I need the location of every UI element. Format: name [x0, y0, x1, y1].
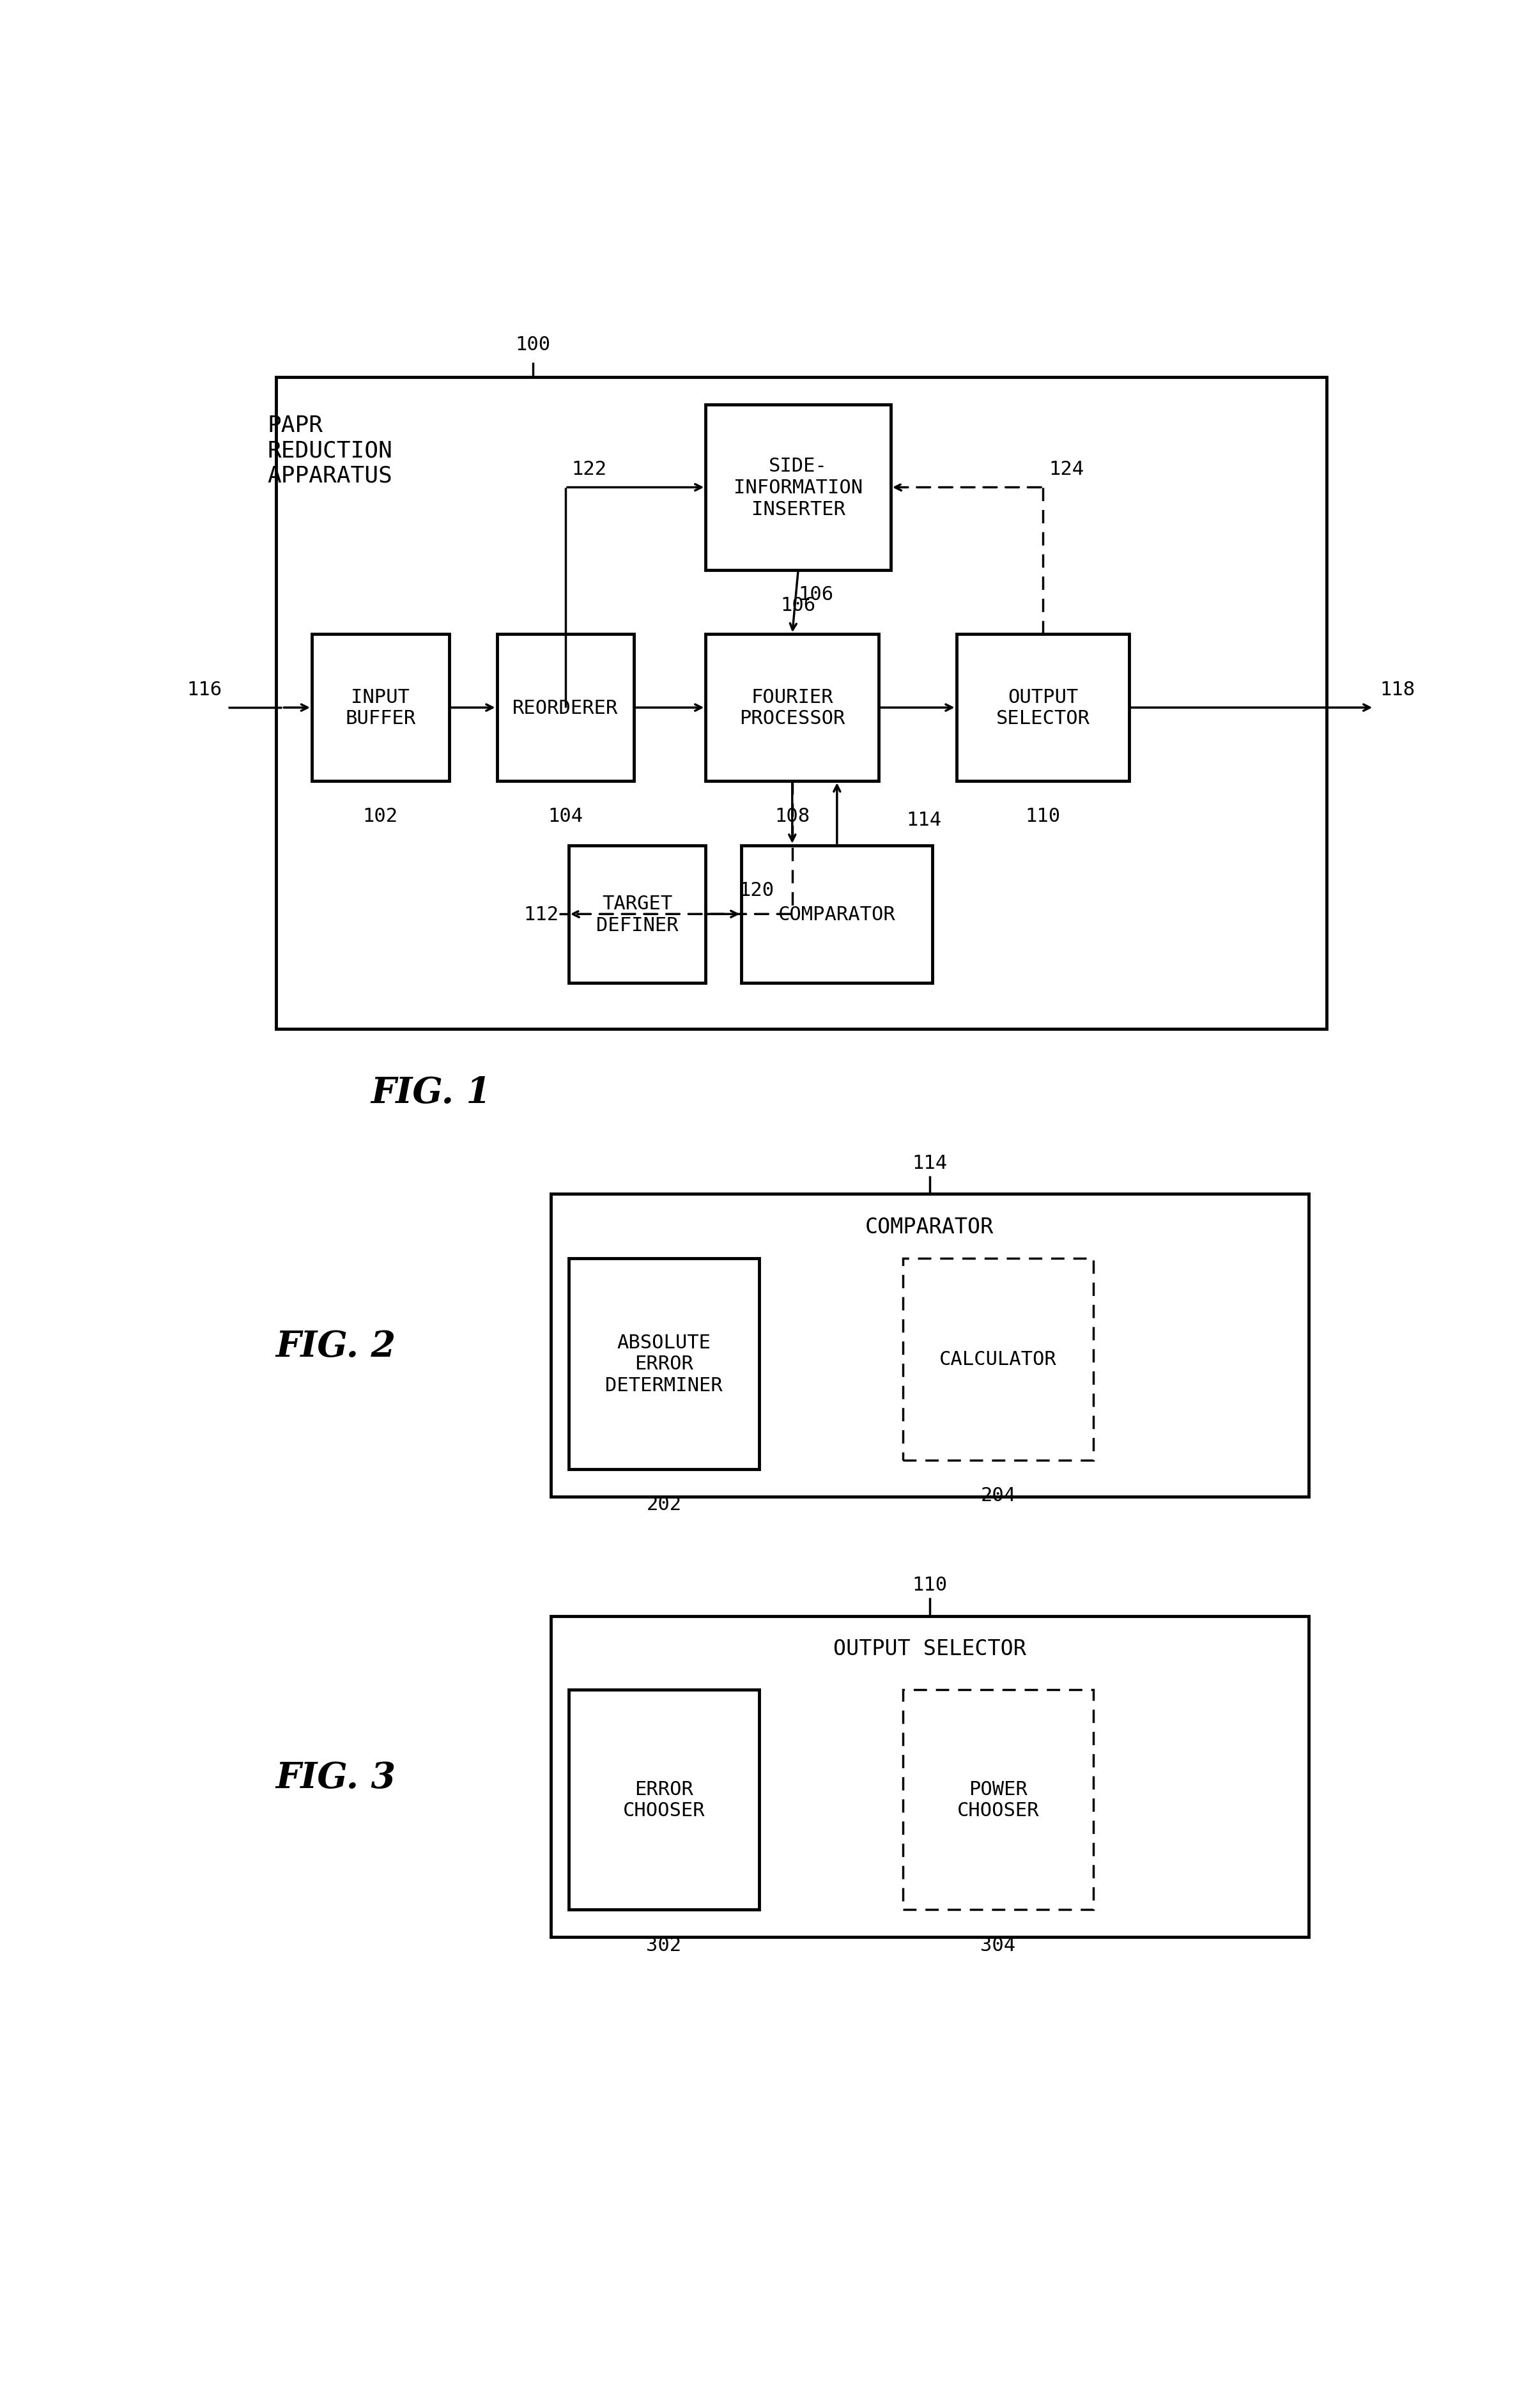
Text: ERROR
CHOOSER: ERROR CHOOSER — [622, 1780, 705, 1821]
Text: 112: 112 — [524, 906, 559, 925]
Text: 110: 110 — [1026, 808, 1061, 825]
Text: 202: 202 — [647, 1494, 682, 1513]
Text: COMPARATOR: COMPARATOR — [865, 1215, 993, 1237]
Bar — [705, 634, 879, 782]
Text: CALCULATOR: CALCULATOR — [939, 1351, 1056, 1368]
Text: 110: 110 — [912, 1575, 947, 1594]
Text: 102: 102 — [363, 808, 397, 825]
Text: 118: 118 — [1380, 679, 1415, 698]
Text: 104: 104 — [548, 808, 584, 825]
Text: ABSOLUTE
ERROR
DETERMINER: ABSOLUTE ERROR DETERMINER — [605, 1332, 722, 1394]
Text: TARGET
DEFINER: TARGET DEFINER — [596, 894, 678, 934]
Bar — [902, 1690, 1093, 1909]
Text: 114: 114 — [912, 1153, 947, 1172]
Text: FIG. 2: FIG. 2 — [276, 1330, 396, 1363]
Bar — [568, 846, 705, 984]
Text: SIDE-
INFORMATION
INSERTER: SIDE- INFORMATION INSERTER — [733, 458, 862, 519]
Text: PAPR
REDUCTION
APPARATUS: PAPR REDUCTION APPARATUS — [268, 415, 393, 486]
Text: 106: 106 — [798, 586, 833, 603]
Bar — [705, 405, 890, 570]
Text: 114: 114 — [906, 810, 941, 829]
Text: REORDERER: REORDERER — [513, 698, 618, 717]
Bar — [551, 1616, 1309, 1937]
Text: POWER
CHOOSER: POWER CHOOSER — [956, 1780, 1040, 1821]
Text: OUTPUT
SELECTOR: OUTPUT SELECTOR — [996, 689, 1090, 727]
Text: 304: 304 — [981, 1935, 1016, 1954]
Text: 302: 302 — [647, 1935, 682, 1954]
Text: OUTPUT SELECTOR: OUTPUT SELECTOR — [833, 1637, 1026, 1659]
Text: 122: 122 — [571, 460, 607, 479]
Text: 116: 116 — [188, 679, 222, 698]
Text: 106: 106 — [781, 596, 816, 615]
Text: FIG. 1: FIG. 1 — [371, 1075, 491, 1110]
Text: INPUT
BUFFER: INPUT BUFFER — [345, 689, 416, 727]
Text: FIG. 3: FIG. 3 — [276, 1761, 396, 1794]
Bar — [742, 846, 932, 984]
Bar — [568, 1690, 759, 1909]
Bar — [956, 634, 1129, 782]
Text: 124: 124 — [1049, 460, 1084, 479]
Bar — [276, 377, 1326, 1029]
Text: 108: 108 — [775, 808, 810, 825]
Text: 120: 120 — [739, 882, 775, 901]
Text: COMPARATOR: COMPARATOR — [778, 906, 896, 925]
Text: FOURIER
PROCESSOR: FOURIER PROCESSOR — [739, 689, 845, 727]
Bar — [311, 634, 450, 782]
Bar — [902, 1258, 1093, 1461]
Bar — [497, 634, 634, 782]
Text: 100: 100 — [514, 336, 550, 353]
Bar — [568, 1258, 759, 1470]
Text: 204: 204 — [981, 1487, 1016, 1504]
Bar — [551, 1194, 1309, 1497]
